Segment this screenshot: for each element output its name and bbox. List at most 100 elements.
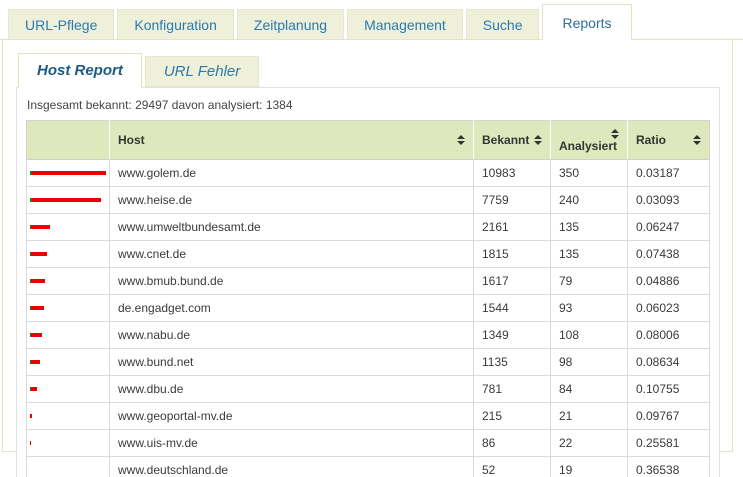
host-cell: www.golem.de [109, 159, 474, 187]
bekannt-cell: 1815 [473, 240, 551, 268]
main-tab-zeitplanung[interactable]: Zeitplanung [236, 9, 345, 39]
analysiert-cell: 135 [550, 240, 628, 268]
main-tab-konfiguration[interactable]: Konfiguration [117, 9, 234, 39]
analysiert-bar-segment [30, 306, 31, 310]
table-row: www.cnet.de 1815 135 0.07438 [26, 240, 710, 268]
table-row: www.umweltbundesamt.de 2161 135 0.06247 [26, 213, 710, 241]
main-tab-url-pflege[interactable]: URL-Pflege [8, 9, 115, 39]
ratio-cell: 0.03187 [627, 159, 710, 187]
sort-up-arrow-icon [534, 135, 542, 139]
analysiert-cell: 93 [550, 294, 628, 322]
reports-tab-panel: Host Report URL Fehler Insgesamt bekannt:… [2, 40, 733, 477]
host-cell: www.dbu.de [109, 375, 474, 403]
host-cell: www.nabu.de [109, 321, 474, 349]
host-proportion-bar [30, 198, 106, 202]
table-body: www.golem.de 10983 350 0.03187 www.heise.de 7… [26, 159, 710, 477]
table-row: www.heise.de 7759 240 0.03093 [26, 186, 710, 214]
ratio-cell: 0.06247 [627, 213, 710, 241]
analysiert-bar-segment [30, 252, 31, 256]
table-header-row: Host Bekannt Analysiert Ratio [26, 120, 710, 160]
analysiert-bar-segment [30, 171, 33, 175]
summary-text: Insgesamt bekannt: 29497 davon analysier… [27, 98, 293, 112]
ratio-cell: 0.06023 [627, 294, 710, 322]
bekannt-bar-segment [31, 306, 44, 310]
bekannt-bar-segment [30, 414, 32, 418]
sort-icon[interactable] [457, 135, 465, 145]
ratio-cell: 0.07438 [627, 240, 710, 268]
bekannt-bar-segment [32, 171, 106, 175]
ratio-bar-cell [26, 186, 110, 214]
bekannt-bar-segment [30, 441, 31, 445]
analysiert-bar-segment [30, 387, 31, 391]
column-header-label: Ratio [636, 133, 666, 147]
column-header-label: Analysiert [559, 139, 618, 153]
analysiert-cell: 19 [550, 456, 628, 477]
host-report-table: Host Bekannt Analysiert Ratio www.golem.de 1… [26, 120, 710, 477]
ratio-bar-cell [26, 213, 110, 241]
host-cell: www.geoportal-mv.de [109, 402, 474, 430]
host-proportion-bar [30, 333, 106, 337]
bekannt-cell: 1617 [473, 267, 551, 295]
sort-down-arrow-icon [611, 135, 619, 139]
ratio-bar-cell [26, 402, 110, 430]
host-cell: www.umweltbundesamt.de [109, 213, 474, 241]
ratio-bar-cell [26, 240, 110, 268]
column-header-analysiert[interactable]: Analysiert [550, 120, 628, 160]
host-cell: www.bmub.bund.de [109, 267, 474, 295]
analysiert-bar-segment [30, 225, 31, 229]
ratio-bar-cell [26, 348, 110, 376]
table-row: www.uis-mv.de 86 22 0.25581 [26, 429, 710, 457]
ratio-bar-cell [26, 294, 110, 322]
sort-down-arrow-icon [534, 141, 542, 145]
ratio-cell: 0.04886 [627, 267, 710, 295]
ratio-cell: 0.25581 [627, 429, 710, 457]
sub-tab-url-fehler[interactable]: URL Fehler [144, 56, 260, 87]
sort-down-arrow-icon [457, 141, 465, 145]
bekannt-bar-segment [31, 387, 37, 391]
table-row: www.dbu.de 781 84 0.10755 [26, 375, 710, 403]
sort-icon[interactable] [693, 135, 701, 145]
host-report-panel: Insgesamt bekannt: 29497 davon analysier… [16, 87, 720, 477]
analysiert-cell: 84 [550, 375, 628, 403]
host-proportion-bar [30, 171, 106, 175]
main-tab-management[interactable]: Management [347, 9, 463, 39]
bekannt-bar-segment [31, 252, 47, 256]
ratio-bar-cell [26, 321, 110, 349]
host-proportion-bar [30, 414, 106, 418]
sort-up-arrow-icon [693, 135, 701, 139]
analysiert-cell: 350 [550, 159, 628, 187]
main-tab-suche[interactable]: Suche [465, 9, 540, 39]
host-proportion-bar [30, 441, 106, 445]
analysiert-bar-segment [30, 279, 31, 283]
table-row: de.engadget.com 1544 93 0.06023 [26, 294, 710, 322]
sort-icon[interactable] [534, 135, 542, 145]
main-tab-reports[interactable]: Reports [542, 4, 632, 40]
column-header-host[interactable]: Host [109, 120, 474, 160]
host-cell: www.heise.de [109, 186, 474, 214]
column-header-bekannt[interactable]: Bekannt [473, 120, 551, 160]
ratio-bar-cell [26, 267, 110, 295]
table-row: www.nabu.de 1349 108 0.08006 [26, 321, 710, 349]
sort-icon[interactable] [611, 129, 619, 139]
bekannt-cell: 2161 [473, 213, 551, 241]
host-proportion-bar [30, 360, 106, 364]
column-header-label: Bekannt [482, 133, 530, 147]
ratio-bar-cell [26, 429, 110, 457]
sub-tab-host-report[interactable]: Host Report [18, 53, 142, 88]
host-cell: de.engadget.com [109, 294, 474, 322]
host-proportion-bar [30, 306, 106, 310]
main-tab-bar: URL-Pflege Konfiguration Zeitplanung Manage… [0, 0, 743, 40]
column-header-ratio[interactable]: Ratio [627, 120, 710, 160]
ratio-bar-cell [26, 375, 110, 403]
analysiert-bar-segment [30, 360, 31, 364]
ratio-bar-cell [26, 456, 110, 477]
table-row: www.deutschland.de 52 19 0.36538 [26, 456, 710, 477]
bekannt-cell: 1135 [473, 348, 551, 376]
bekannt-cell: 10983 [473, 159, 551, 187]
analysiert-cell: 135 [550, 213, 628, 241]
host-proportion-bar [30, 252, 106, 256]
analysiert-bar-segment [30, 198, 32, 202]
bekannt-bar-segment [31, 333, 42, 337]
analysiert-cell: 240 [550, 186, 628, 214]
table-row: www.bund.net 1135 98 0.08634 [26, 348, 710, 376]
